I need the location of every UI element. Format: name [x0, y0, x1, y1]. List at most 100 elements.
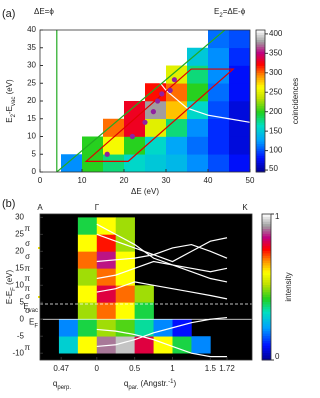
heatmap-cell [187, 154, 209, 172]
heatmap-cell [77, 285, 98, 303]
colorbar-step [262, 269, 271, 273]
colorbar-step [262, 245, 271, 249]
heatmap-cell [77, 268, 98, 286]
y-tick-label: 40 [27, 25, 36, 34]
heatmap-cell [124, 118, 146, 137]
heatmap-cell [134, 302, 154, 320]
y-tick-label: 10 [27, 132, 36, 141]
x-tick-label: 50 [246, 176, 255, 185]
heatmap-cell [208, 118, 230, 137]
heatmap-cell [77, 217, 98, 235]
colorbar-step [262, 218, 271, 222]
colorbar-step [256, 103, 265, 107]
heatmap-cell [208, 154, 230, 172]
heatmap-cell [208, 65, 230, 84]
colorbar-step [256, 112, 265, 116]
colorbar-step [262, 316, 271, 320]
label-part: E [29, 317, 34, 326]
heatmap-cell [145, 136, 167, 155]
colorbar-step [262, 248, 271, 251]
colorbar-step [256, 155, 265, 159]
colorbar-step [262, 231, 271, 234]
y-tick-label: 35 [27, 43, 36, 52]
x-tick-label: 1 [170, 364, 175, 373]
colorbar-step [256, 110, 265, 114]
colorbar-step [262, 228, 271, 232]
colorbar-step [262, 221, 271, 225]
y-tick-label: 30 [27, 61, 36, 70]
colorbar-step [262, 238, 271, 242]
heatmap-cell [229, 118, 250, 137]
label-part: -1 [168, 379, 174, 385]
y-tick-label: 25 [15, 229, 24, 238]
colorbar-tick-label: 300 [269, 68, 283, 77]
heatmap-cell [115, 302, 135, 320]
label-part: F [11, 287, 17, 291]
line [96, 328, 228, 358]
colorbar-step [262, 318, 271, 322]
heatmap-cell [82, 136, 104, 155]
colorbar-step [262, 279, 271, 283]
reference-label: Evac [23, 302, 38, 313]
plot-area [56, 30, 250, 172]
line [96, 281, 228, 300]
x-tick-label: 0.47 [53, 364, 69, 373]
heatmap-cell [191, 336, 211, 354]
marker [104, 151, 110, 157]
colorbar-step [256, 157, 265, 161]
colorbar-step [256, 162, 265, 166]
heatmap-cell [82, 154, 104, 172]
colorbar-frame [261, 213, 272, 361]
colorbar-step [262, 265, 271, 268]
colorbar-step [262, 287, 271, 290]
heatmap-cell [153, 319, 173, 337]
marker [150, 109, 156, 115]
y-tick-label: 30 [15, 213, 24, 222]
colorbar-step [256, 77, 265, 81]
colorbar-step [262, 274, 271, 278]
colorbar-step [262, 216, 271, 220]
heatmap-cell [103, 118, 125, 137]
heatmap-cell [208, 101, 230, 120]
colorbar-step [262, 330, 271, 334]
colorbar-step [262, 257, 271, 261]
colorbar-step [262, 357, 271, 361]
heatmap-cell [61, 154, 83, 172]
heatmap-cell [145, 154, 167, 172]
heatmap-cell [96, 234, 117, 252]
label-part: vac [29, 308, 38, 314]
heatmap-cell [153, 336, 173, 354]
colorbar-step [262, 311, 271, 315]
annotation: 2xπ [86, 71, 100, 80]
heatmap-cell [58, 336, 79, 354]
colorbar-step [256, 117, 265, 121]
colorbar-step [256, 143, 265, 147]
colorbar-step [262, 355, 271, 358]
axes-frame [39, 213, 253, 361]
colorbar-step [262, 323, 271, 327]
band-label: π [24, 224, 30, 233]
colorbar-step [256, 82, 265, 85]
colorbar-step [262, 250, 271, 254]
heatmap-cell [77, 336, 98, 354]
heatmap-cell [166, 136, 188, 155]
heatmap-cell [229, 101, 250, 120]
colorbar-step [262, 255, 271, 259]
colorbar-tick-label: 100 [269, 146, 283, 155]
line [96, 243, 228, 263]
annotation: ΔE=ϕ [34, 7, 54, 16]
colorbar-step [262, 296, 271, 300]
label-part: (eV) [5, 269, 14, 287]
colorbar-step [256, 167, 265, 171]
heatmap-cell [166, 118, 188, 137]
colorbar-step [262, 277, 271, 281]
colorbar-step [262, 291, 271, 295]
colorbar-step [262, 338, 271, 341]
x-tick-label: 0.5 [129, 364, 141, 373]
marker [167, 87, 173, 93]
colorbar-step [256, 84, 265, 88]
heatmap-cell [96, 336, 117, 354]
band-label: σ [25, 306, 30, 315]
colorbar-step [256, 131, 265, 135]
colorbar-step [262, 240, 271, 244]
